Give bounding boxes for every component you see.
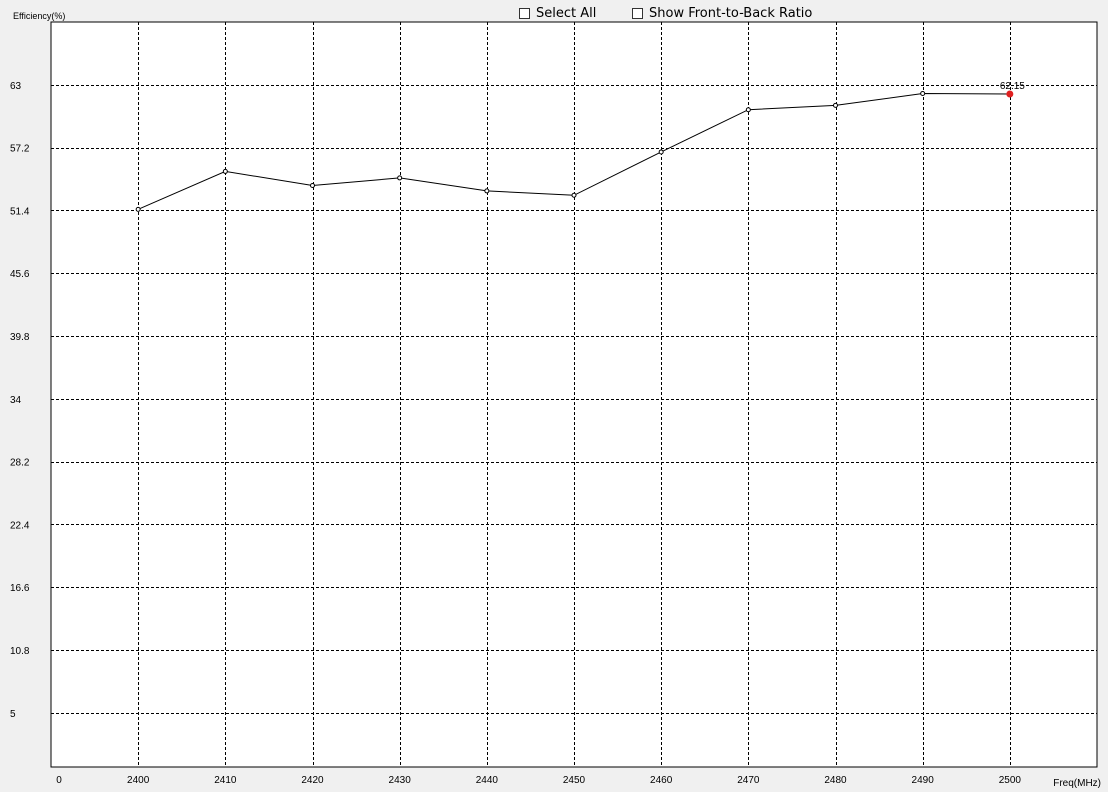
x-tick-label: 2490 xyxy=(912,775,935,786)
data-point xyxy=(833,102,838,108)
front-to-back-label: Show Front-to-Back Ratio xyxy=(649,5,813,21)
checkbox-icon[interactable] xyxy=(632,7,643,19)
y-tick-label: 57.2 xyxy=(10,144,30,155)
x-axis-label: Freq(MHz) xyxy=(1053,778,1101,789)
data-point xyxy=(920,90,926,96)
data-point xyxy=(310,183,315,189)
grid xyxy=(51,22,1097,767)
y-tick-label: 28.2 xyxy=(10,458,30,469)
data-point xyxy=(571,192,577,198)
data-point xyxy=(658,149,664,155)
y-tick-label: 22.4 xyxy=(10,520,30,531)
x-tick-label: 2470 xyxy=(737,775,760,786)
y-tick-label: 39.8 xyxy=(10,332,30,343)
y-tick-label: 51.4 xyxy=(10,206,30,217)
data-point xyxy=(745,107,751,113)
x-tick-label: 2450 xyxy=(563,775,586,786)
data-point xyxy=(397,175,403,181)
y-axis-ticks: 5 10.8 16.6 22.4 28.2 34 39.8 45.6 51.4 57.2 63 xyxy=(10,81,30,720)
marker-point xyxy=(1006,90,1014,98)
y-tick-label: 63 xyxy=(10,81,22,92)
x-tick-label: 2480 xyxy=(824,775,847,786)
x-tick-label: 2440 xyxy=(476,775,499,786)
x-tick-label: 2410 xyxy=(214,775,237,786)
marker-label: 62.15 xyxy=(1000,81,1025,92)
x-axis-ticks: 0 2400 2410 2420 2430 2440 2450 2460 2470 2480 249… xyxy=(56,775,1021,786)
data-point xyxy=(222,168,228,174)
x-tick-label: 0 xyxy=(56,775,62,786)
front-to-back-checkbox[interactable]: Show Front-to-Back Ratio xyxy=(632,4,812,22)
select-all-checkbox[interactable]: Select All xyxy=(519,4,596,22)
x-tick-label: 2430 xyxy=(389,775,412,786)
select-all-label: Select All xyxy=(536,5,597,21)
y-tick-label: 34 xyxy=(10,395,22,406)
series-group: 62.15 xyxy=(135,81,1025,212)
x-tick-label: 2460 xyxy=(650,775,673,786)
y-tick-label: 5 xyxy=(10,709,16,720)
y-tick-label: 16.6 xyxy=(10,583,30,594)
y-tick-label: 45.6 xyxy=(10,269,30,280)
x-tick-label: 2420 xyxy=(301,775,324,786)
y-tick-label: 10.8 xyxy=(10,646,30,657)
x-tick-label: 2500 xyxy=(999,775,1022,786)
data-point xyxy=(135,206,141,212)
y-axis-label: Efficiency(%) xyxy=(13,11,65,21)
data-point xyxy=(484,188,490,194)
x-tick-label: 2400 xyxy=(127,775,150,786)
checkbox-icon[interactable] xyxy=(519,7,530,19)
